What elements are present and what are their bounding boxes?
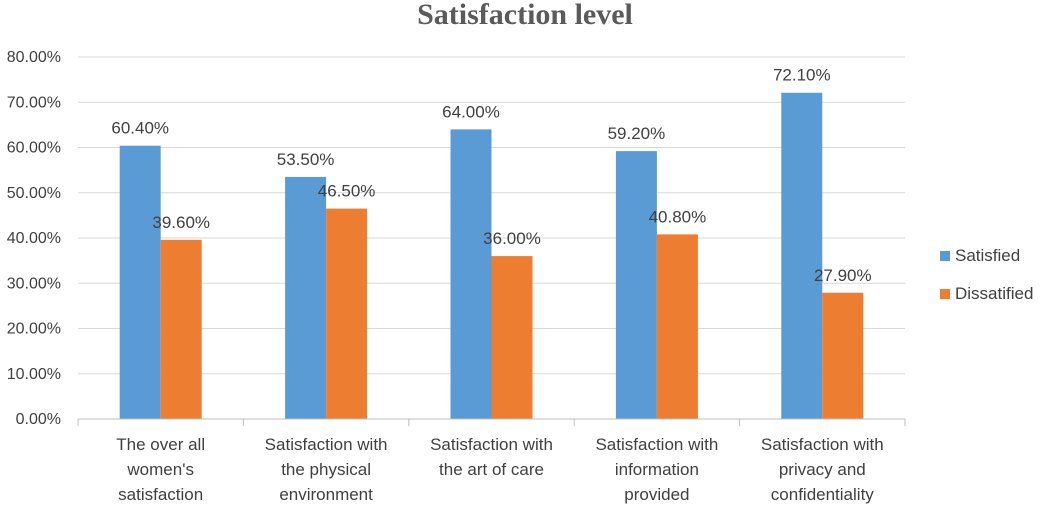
x-tick-label-line: the physical [281,460,371,479]
x-tick-label-line: provided [624,485,689,504]
x-tick-label-line: The over all [116,435,205,454]
x-tick-label-line: confidentiality [771,485,875,504]
bar-satisfied [450,129,492,419]
legend-label: Satisfied [955,246,1020,265]
category-labels: The over all women's satisfaction Satisfact… [116,435,883,504]
bar-satisfied [781,92,823,419]
legend: Satisfied Dissatified [940,246,1033,303]
x-tick-label-line: Satisfaction with [595,435,718,454]
y-axis-ticks: 0.00% 10.00% 20.00% 30.00% 40.00% 50.00% 60.00… [7,49,61,428]
legend-label: Dissatified [955,284,1033,303]
chart-title: Satisfaction level [417,0,633,31]
x-tick-label-line: privacy and [779,460,866,479]
y-tick-label: 60.00% [7,140,61,157]
legend-swatch [940,289,950,299]
x-tick-label-line: Satisfaction with [430,435,553,454]
y-tick-label: 30.00% [7,275,61,292]
bar-dissatified [822,292,864,419]
y-tick-label: 70.00% [7,94,61,111]
y-tick-label: 40.00% [7,230,61,247]
data-label: 72.10% [773,66,831,85]
data-label: 36.00% [483,229,541,248]
bar-dissatified [491,256,533,419]
data-label: 39.60% [152,213,210,232]
data-label: 59.20% [608,124,666,143]
x-tick-label-line: Satisfaction with [761,435,884,454]
bars [119,92,864,419]
y-tick-label: 50.00% [7,185,61,202]
x-tick-label-line: information [615,460,699,479]
bar-dissatified [326,208,368,419]
x-tick-label: Satisfaction with privacy and confidential… [761,435,884,504]
data-labels: 60.40% 53.50% 64.00% 59.20% 72.10% 39.60% 46.5… [111,66,871,285]
y-tick-label: 10.00% [7,366,61,383]
bar-satisfied [119,145,161,419]
y-tick-label: 80.00% [7,49,61,66]
data-label: 64.00% [442,102,500,121]
y-tick-label: 20.00% [7,321,61,338]
y-tick-label: 0.00% [16,411,61,428]
x-tick-label-line: Satisfaction with [265,435,388,454]
data-label: 60.40% [111,119,169,138]
x-tick-label-line: women's [126,460,194,479]
x-tick-label: Satisfaction with the art of care [430,435,553,479]
bar-dissatified [160,239,202,419]
x-tick-label-line: the art of care [439,460,544,479]
x-tick-label-line: satisfaction [118,485,203,504]
bar-satisfied [615,151,657,419]
data-label: 53.50% [277,150,335,169]
bar-dissatified [656,234,698,419]
bar-satisfied [285,176,327,419]
x-axis [77,418,906,426]
x-tick-label: The over all women's satisfaction [116,435,205,504]
data-label: 27.90% [814,266,872,285]
data-label: 46.50% [318,182,376,201]
x-tick-label: Satisfaction with the physical environment [265,435,388,504]
legend-swatch [940,251,950,261]
data-label: 40.80% [649,207,707,226]
x-tick-label: Satisfaction with information provided [595,435,718,504]
x-tick-label-line: environment [279,485,373,504]
